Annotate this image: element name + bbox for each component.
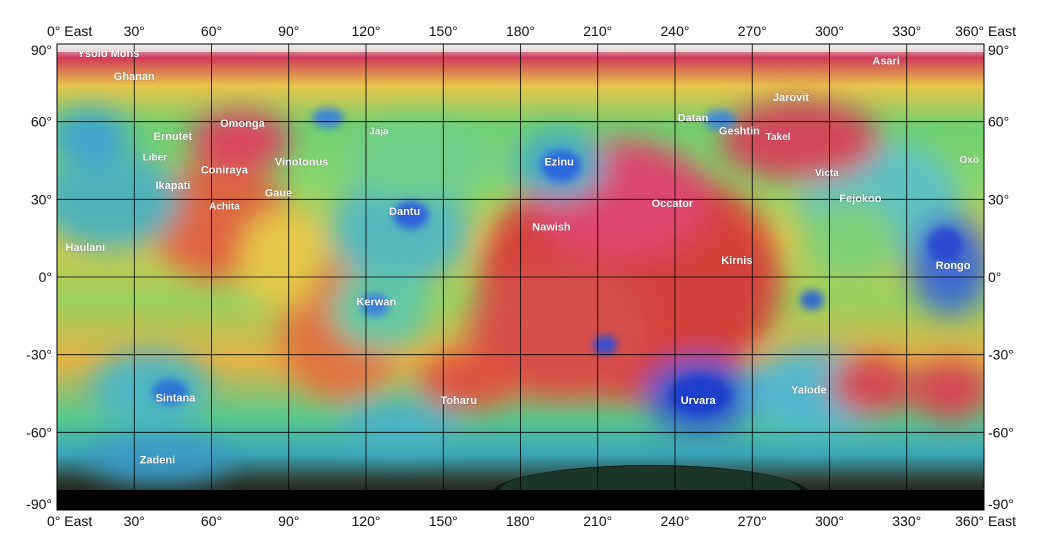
feature-label: Jaja: [369, 127, 389, 138]
feature-label: Gaue: [265, 188, 293, 200]
y-tick-label-left: 60°: [31, 114, 52, 130]
x-tick-label-bottom: 360° East: [955, 513, 1016, 529]
feature-label: Ernutet: [154, 131, 193, 143]
feature-label: Occator: [652, 198, 694, 210]
feature-label: Rongo: [936, 260, 971, 272]
feature-label: Oxo: [959, 155, 978, 166]
feature-labels: Ysolo Mons Ghanan Asari Jarovit Omonga Ernute…: [65, 48, 979, 467]
x-tick-label-bottom: 180°: [506, 513, 535, 529]
feature-label: Omonga: [220, 118, 265, 130]
feature-label: Geshtin: [719, 126, 760, 138]
x-tick-label-top: 150°: [429, 23, 458, 39]
x-tick-label-top: 120°: [352, 23, 381, 39]
x-tick-label-top: 210°: [583, 23, 612, 39]
map-frame: [56, 43, 985, 511]
y-tick-label-left: 0°: [39, 269, 52, 285]
y-tick-label-right: -60°: [988, 424, 1014, 440]
x-tick-label-bottom: 300°: [815, 513, 844, 529]
feature-label: Asari: [872, 56, 900, 68]
x-tick-label-bottom: 150°: [429, 513, 458, 529]
ceres-terrain-image: [57, 44, 984, 510]
x-tick-label-bottom: 90°: [278, 513, 299, 529]
x-tick-label-bottom: 30°: [124, 513, 145, 529]
y-tick-label-right: -30°: [988, 347, 1014, 363]
y-tick-label-left: -90°: [26, 496, 52, 512]
feature-label: Datan: [678, 113, 709, 125]
feature-label: Dantu: [389, 206, 420, 218]
x-tick-label-top: 30°: [124, 23, 145, 39]
feature-label: Jarovit: [773, 92, 809, 104]
feature-label: Vinotonus: [275, 157, 329, 169]
feature-label: Liber: [143, 153, 168, 164]
feature-label: Kirnis: [721, 255, 752, 267]
x-axis-bottom-labels: 0° East 30° 60° 90° 120° 150° 180° 210° 240° 270°…: [47, 513, 1016, 529]
feature-label: Yalode: [791, 385, 826, 397]
y-tick-label-left: -30°: [26, 347, 52, 363]
feature-label: Takel: [766, 132, 791, 143]
x-tick-label-bottom: 330°: [892, 513, 921, 529]
x-tick-label-top: 240°: [661, 23, 690, 39]
x-tick-label-bottom: 210°: [583, 513, 612, 529]
x-axis-top-labels: 0° East 30° 60° 90° 120° 150° 180° 210° 240° 270°…: [47, 23, 1016, 39]
feature-label: Ezinu: [544, 157, 573, 169]
feature-label: Ghanan: [114, 71, 155, 83]
map-grid: [57, 44, 984, 510]
x-tick-label-bottom: 240°: [661, 513, 690, 529]
y-tick-label-left: 30°: [31, 191, 52, 207]
x-tick-label-top: 0° East: [47, 23, 92, 39]
x-tick-label-top: 300°: [815, 23, 844, 39]
feature-label: Sintana: [156, 392, 197, 404]
x-tick-label-top: 60°: [201, 23, 222, 39]
feature-label: Zadeni: [140, 454, 175, 466]
x-tick-label-bottom: 60°: [201, 513, 222, 529]
x-tick-label-bottom: 0° East: [47, 513, 92, 529]
feature-label: Urvara: [681, 395, 717, 407]
x-tick-label-top: 360° East: [955, 23, 1016, 39]
feature-label: Ikapati: [155, 180, 190, 192]
feature-label: Fejokoo: [839, 193, 881, 205]
y-tick-label-left: 90°: [31, 42, 52, 58]
x-tick-label-top: 270°: [738, 23, 767, 39]
x-tick-label-bottom: 270°: [738, 513, 767, 529]
feature-label: Coniraya: [201, 164, 249, 176]
feature-label: Haulani: [65, 242, 105, 254]
x-tick-label-top: 90°: [278, 23, 299, 39]
y-tick-label-right: 90°: [988, 42, 1009, 58]
feature-label: Ysolo Mons: [78, 48, 140, 60]
feature-label: Toharu: [440, 395, 476, 407]
y-axis-right-labels: 90° 60° 30° 0° -30° -60° -90°: [988, 42, 1014, 512]
y-tick-label-right: 30°: [988, 191, 1009, 207]
x-tick-label-top: 180°: [506, 23, 535, 39]
x-tick-label-top: 330°: [892, 23, 921, 39]
y-tick-label-left: -60°: [26, 424, 52, 440]
y-tick-label-right: 0°: [988, 269, 1001, 285]
feature-label: Kerwan: [356, 296, 396, 308]
y-tick-label-right: -90°: [988, 496, 1014, 512]
feature-label: Achita: [209, 202, 240, 213]
y-axis-left-labels: 90° 60° 30° 0° -30° -60° -90°: [26, 42, 52, 512]
x-tick-label-bottom: 120°: [352, 513, 381, 529]
feature-label: Victa: [815, 168, 839, 179]
feature-label: Nawish: [532, 221, 571, 233]
y-tick-label-right: 60°: [988, 114, 1009, 130]
